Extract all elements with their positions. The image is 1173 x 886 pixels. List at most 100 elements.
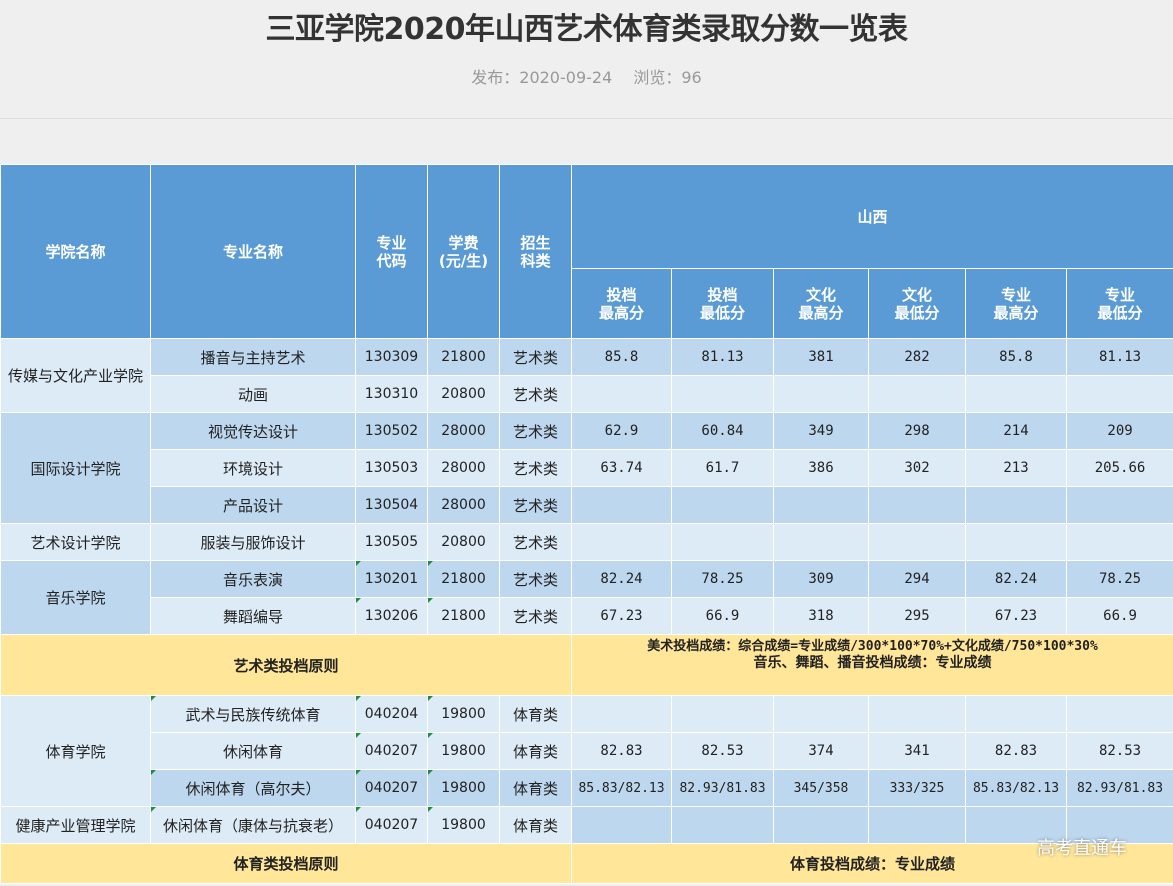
table-row: 休闲体育（高尔夫） 040207 19800 体育类 85.83/82.13 8… xyxy=(1,769,1173,807)
sports-rule-row: 体育类投档原则 体育投档成绩：专业成绩 xyxy=(0,843,1173,884)
subheader-major-max: 专业 最高分 xyxy=(965,268,1067,339)
score-cell: 381 xyxy=(773,338,869,376)
code-cell: 040207 xyxy=(355,732,428,770)
sports-rule-text: 体育投档成绩：专业成绩 xyxy=(570,843,1173,884)
category-cell: 体育类 xyxy=(499,732,572,770)
score-cell: 302 xyxy=(868,449,966,487)
score-cell: 82.53 xyxy=(671,732,774,770)
score-cell xyxy=(671,486,774,524)
score-cell xyxy=(773,806,869,844)
table-row: 舞蹈编导 130206 21800 艺术类 67.23 66.9 318 295… xyxy=(1,597,1173,635)
table-row: 健康产业管理学院 休闲体育（康体与抗衰老） 040207 19800 体育类 xyxy=(0,806,1173,844)
score-cell xyxy=(671,806,774,844)
score-cell: 85.8 xyxy=(965,338,1067,376)
score-cell: 62.9 xyxy=(571,412,672,450)
score-cell: 85.83/82.13 xyxy=(965,769,1067,807)
score-cell: 295 xyxy=(868,597,966,635)
major-cell: 视觉传达设计 xyxy=(150,412,356,450)
subheader-culture-max: 文化 最高分 xyxy=(773,268,869,339)
score-cell xyxy=(868,486,966,524)
score-cell xyxy=(1065,375,1173,413)
score-cell: 349 xyxy=(773,412,869,450)
score-cell: 82.83 xyxy=(965,732,1067,770)
header-row-2: 投档 最高分 投档 最低分 文化 最高分 文化 最低分 专业 最高分 专业 最低分 xyxy=(1,268,1173,339)
college-cell: 艺术设计学院 xyxy=(0,523,151,561)
college-cell: 体育学院 xyxy=(0,695,151,807)
table-row: 动画 130310 20800 艺术类 xyxy=(1,375,1173,413)
score-cell: 81.13 xyxy=(671,338,774,376)
code-cell: 130504 xyxy=(355,486,428,524)
score-cell: 63.74 xyxy=(571,449,672,487)
fee-cell: 20800 xyxy=(427,523,500,561)
header-fee: 学费 (元/生) xyxy=(427,164,500,339)
score-cell xyxy=(773,695,869,733)
category-cell: 艺术类 xyxy=(499,412,572,450)
category-cell: 体育类 xyxy=(499,806,572,844)
publish-date: 发布：2020-09-24 xyxy=(471,68,613,87)
header-college: 学院名称 xyxy=(0,164,151,339)
major-cell: 休闲体育（康体与抗衰老） xyxy=(150,806,356,844)
category-cell: 艺术类 xyxy=(499,486,572,524)
college-cell: 音乐学院 xyxy=(0,560,151,635)
score-cell: 78.25 xyxy=(1065,560,1173,598)
score-cell xyxy=(965,486,1067,524)
score-cell: 341 xyxy=(868,732,966,770)
header-row-1: 学院名称 专业名称 专业 代码 学费 (元/生) 招生 科类 山西 xyxy=(0,164,1173,339)
score-cell xyxy=(965,523,1067,561)
college-cell: 国际设计学院 xyxy=(0,412,151,524)
score-cell: 213 xyxy=(965,449,1067,487)
score-cell xyxy=(671,695,774,733)
score-cell: 66.9 xyxy=(1065,597,1173,635)
table-row: 休闲体育 040207 19800 体育类 82.83 82.53 374 34… xyxy=(1,732,1173,770)
score-cell xyxy=(868,523,966,561)
score-cell xyxy=(671,375,774,413)
score-cell: 282 xyxy=(868,338,966,376)
score-cell: 85.83/82.13 xyxy=(571,769,672,807)
score-table-container: 学院名称 专业名称 专业 代码 学费 (元/生) 招生 科类 山西 投档 最高分 投档最… xyxy=(0,164,1173,884)
category-cell: 体育类 xyxy=(499,695,572,733)
score-cell xyxy=(965,695,1067,733)
score-cell: 309 xyxy=(773,560,869,598)
code-cell: 040207 xyxy=(355,806,428,844)
score-cell: 82.93/81.83 xyxy=(1065,769,1173,807)
code-cell: 130309 xyxy=(355,338,428,376)
category-cell: 艺术类 xyxy=(499,375,572,413)
score-cell: 318 xyxy=(773,597,869,635)
fee-cell: 19800 xyxy=(427,806,500,844)
score-cell xyxy=(773,523,869,561)
score-cell: 81.13 xyxy=(1065,338,1173,376)
score-cell xyxy=(773,486,869,524)
page-header: 三亚学院2020年山西艺术体育类录取分数一览表 发布：2020-09-24 浏览… xyxy=(0,0,1173,119)
header-code: 专业 代码 xyxy=(355,164,428,339)
fee-cell: 28000 xyxy=(427,412,500,450)
view-count: 浏览：96 xyxy=(633,68,702,87)
major-cell: 舞蹈编导 xyxy=(150,597,356,635)
score-cell xyxy=(773,375,869,413)
header-province: 山西 xyxy=(570,164,1173,269)
article-meta: 发布：2020-09-24 浏览：96 xyxy=(0,64,1173,88)
score-cell: 78.25 xyxy=(671,560,774,598)
code-cell: 040204 xyxy=(355,695,428,733)
art-rule-row: 艺术类投档原则 美术投档成绩：综合成绩=专业成绩/300*100*70%+文化成… xyxy=(0,634,1173,696)
score-cell: 82.53 xyxy=(1065,732,1173,770)
score-cell xyxy=(571,806,672,844)
major-cell: 动画 xyxy=(150,375,356,413)
code-cell: 130206 xyxy=(355,597,428,635)
code-cell: 130502 xyxy=(355,412,428,450)
score-cell: 82.24 xyxy=(571,560,672,598)
subheader-major-min: 专业 最低分 xyxy=(1065,268,1173,339)
score-cell: 82.24 xyxy=(965,560,1067,598)
category-cell: 艺术类 xyxy=(499,560,572,598)
score-cell: 205.66 xyxy=(1065,449,1173,487)
score-cell: 60.84 xyxy=(671,412,774,450)
major-cell: 休闲体育 xyxy=(150,732,356,770)
fee-cell: 19800 xyxy=(427,769,500,807)
score-cell xyxy=(965,375,1067,413)
header-major: 专业名称 xyxy=(150,164,356,339)
header-category: 招生 科类 xyxy=(499,164,572,339)
score-cell: 67.23 xyxy=(965,597,1067,635)
score-cell xyxy=(1065,523,1173,561)
score-cell: 345/358 xyxy=(773,769,869,807)
score-cell: 67.23 xyxy=(571,597,672,635)
score-cell: 386 xyxy=(773,449,869,487)
